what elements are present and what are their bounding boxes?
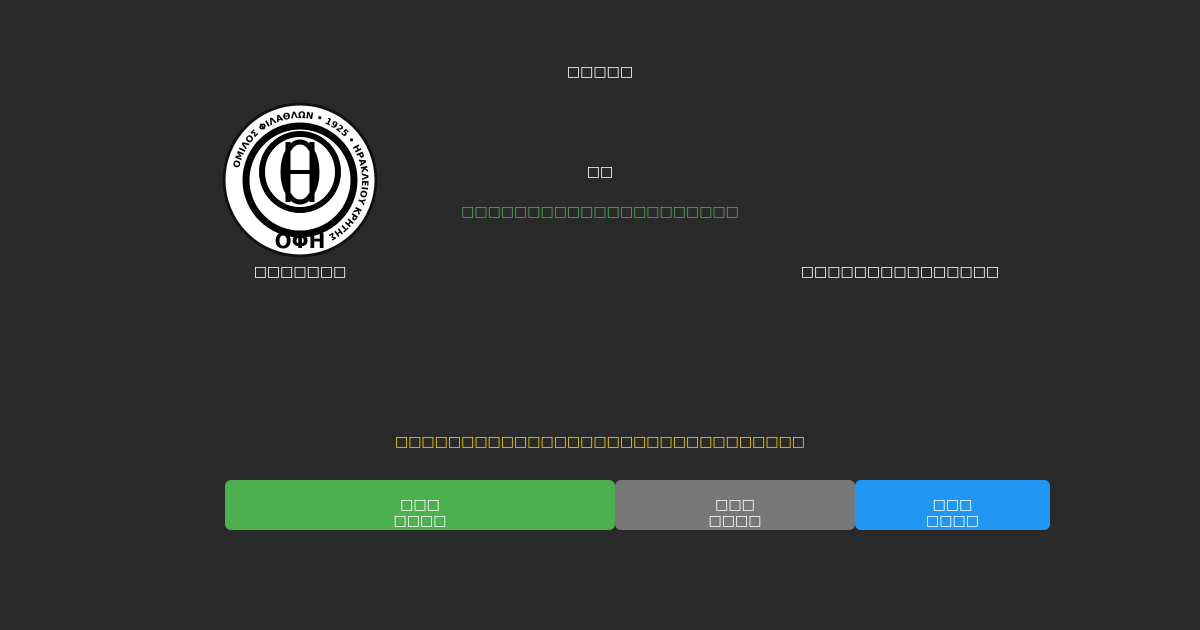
home-team-name: □□□□□□□ <box>253 264 347 280</box>
match-status: □□□□□□□□□□□□□□□□□□□□□ <box>461 204 739 220</box>
action-button-1[interactable]: □□□ □□□□ <box>225 480 615 530</box>
match-score: □□ <box>586 164 614 180</box>
page-title: □□□□□ <box>566 64 634 80</box>
button-label-line1: □□□ <box>400 496 440 513</box>
button-label-line1: □□□ <box>932 496 973 513</box>
button-label-line2: □□□□ <box>393 512 447 529</box>
svg-text:ΟΦΗ: ΟΦΗ <box>275 229 326 253</box>
action-button-3[interactable]: □□□ □□□□ <box>855 480 1050 530</box>
button-label-line2: □□□□ <box>708 512 762 529</box>
button-label-line2: □□□□ <box>926 512 979 529</box>
button-label-line1: □□□ <box>715 496 755 513</box>
notice-text: □□□□□□□□□□□□□□□□□□□□□□□□□□□□□□□ <box>394 434 806 450</box>
away-team-name: □□□□□□□□□□□□□□□ <box>800 264 1000 280</box>
team-logo: ΟΜΙΛΟΣ ΦΙΛΑΘΛΩΝ • 1925 • ΗΡΑΚΛΕΙΟΥ ΚΡΗΤΗ… <box>222 102 378 258</box>
action-button-2[interactable]: □□□ □□□□ <box>615 480 855 530</box>
